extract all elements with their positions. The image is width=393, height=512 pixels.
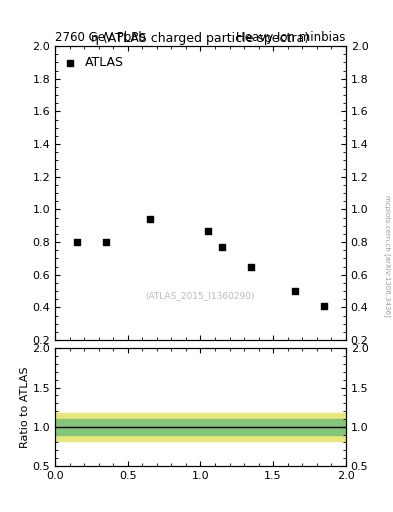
Title: η (ATLAS charged particle spectra): η (ATLAS charged particle spectra) [91, 32, 310, 45]
ATLAS [321, 302, 327, 310]
ATLAS [103, 238, 109, 246]
Text: Heavy Ion minbias: Heavy Ion minbias [237, 31, 346, 44]
Text: 2760 GeV PbPb: 2760 GeV PbPb [55, 31, 146, 44]
ATLAS [292, 287, 298, 295]
Text: mcplots.cern.ch [arXiv:1306.3436]: mcplots.cern.ch [arXiv:1306.3436] [384, 195, 391, 317]
Y-axis label: Ratio to ATLAS: Ratio to ATLAS [20, 367, 29, 448]
ATLAS [219, 243, 226, 251]
ATLAS [205, 226, 211, 234]
Text: (ATLAS_2015_I1360290): (ATLAS_2015_I1360290) [146, 291, 255, 301]
Legend: ATLAS: ATLAS [61, 52, 128, 73]
ATLAS [147, 215, 153, 223]
ATLAS [248, 263, 255, 271]
ATLAS [74, 238, 80, 246]
